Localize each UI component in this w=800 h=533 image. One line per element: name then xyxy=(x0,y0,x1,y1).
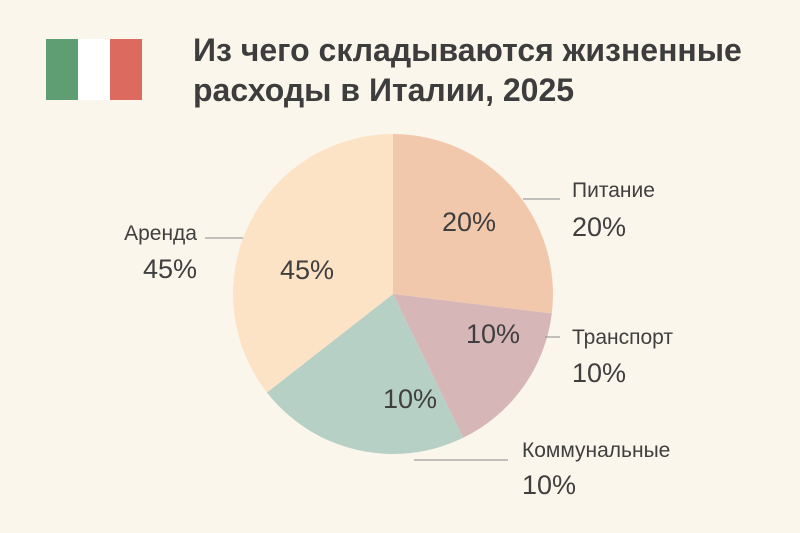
italy-flag-icon xyxy=(46,39,142,100)
flag-white-stripe xyxy=(78,39,110,100)
slice-inner-label: 10% xyxy=(383,384,437,414)
pie-slice-1 xyxy=(393,134,553,314)
slice-inner-label: 10% xyxy=(466,319,520,349)
slice-value-label: 20% xyxy=(572,212,626,242)
slice-category-label: Аренда xyxy=(124,222,197,245)
pie-slice-3 xyxy=(266,294,464,455)
page-title: Из чего складываются жизненные расходы в… xyxy=(193,32,742,108)
slice-category-label: Коммунальные xyxy=(522,439,670,462)
slice-category-label: Транспорт xyxy=(572,326,673,349)
pie-slices xyxy=(233,134,553,455)
slice-value-label: 45% xyxy=(143,254,197,284)
pie-outer-labels: Питание 20% Транспорт 10% Коммунальные 10% Аре… xyxy=(124,179,673,500)
slice-value-label: 10% xyxy=(522,470,576,500)
slice-inner-label: 45% xyxy=(280,255,334,285)
flag-green-stripe xyxy=(46,39,78,100)
pie-slice-2 xyxy=(393,294,552,438)
slice-inner-label: 20% xyxy=(442,207,496,237)
pie-inner-labels: 20% 10% 10% 45% xyxy=(280,207,520,414)
flag-red-stripe xyxy=(110,39,142,100)
pie-slice-4 xyxy=(233,134,393,393)
slice-value-label: 10% xyxy=(572,358,626,388)
slice-category-label: Питание xyxy=(572,179,655,202)
